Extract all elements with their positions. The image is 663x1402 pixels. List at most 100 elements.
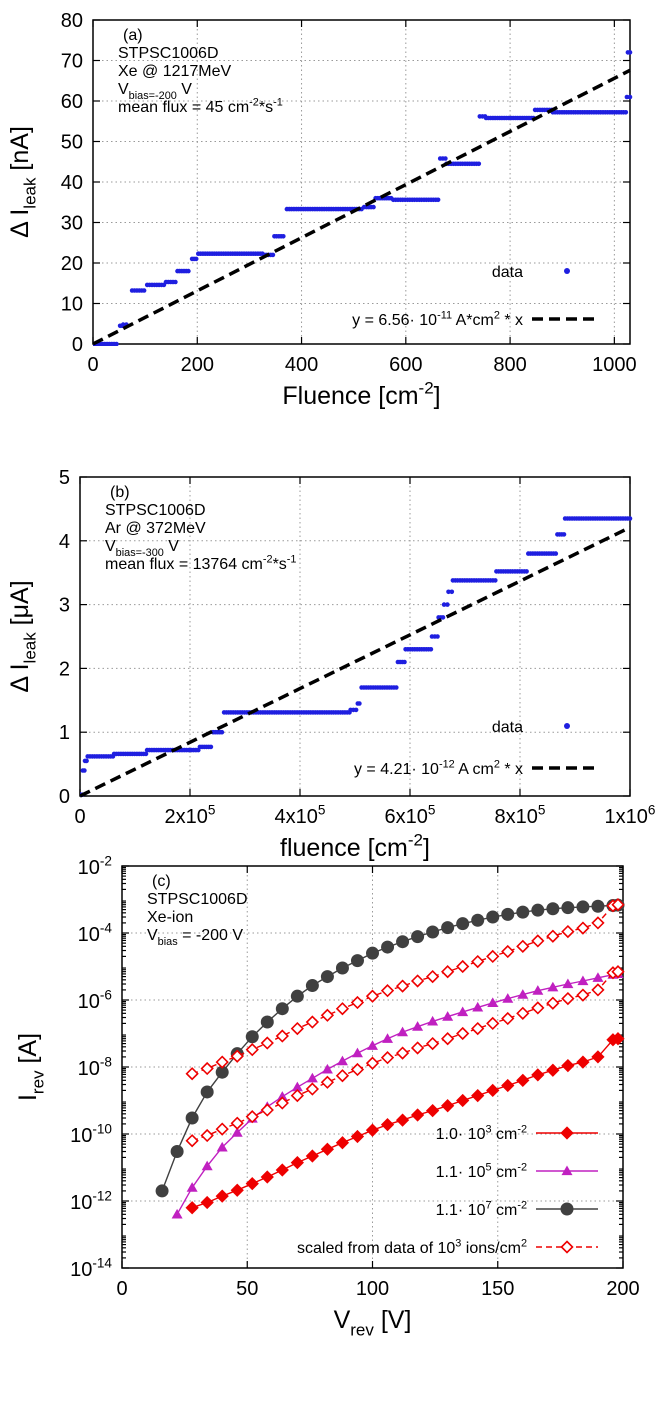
data-marker: [441, 965, 455, 979]
data-marker: [546, 929, 560, 943]
y-axis-label: Δ Ileak [μA]: [6, 580, 40, 692]
data-marker: [531, 1001, 545, 1015]
y-tick-label: 20: [61, 253, 83, 275]
chart-panel-b: 0 2x105 4x105 6x105 8x105 1x106 0 1 2 3 4 5 fluence …: [6, 467, 655, 862]
series-data-points: [93, 50, 633, 346]
y-axis-label: Irev [A]: [14, 1033, 48, 1101]
annotation-line: Xe @ 1217MeV: [118, 63, 232, 80]
data-marker: [591, 899, 605, 913]
data-marker: [576, 1055, 590, 1069]
data-marker: [186, 1182, 198, 1192]
data-marker: [516, 939, 530, 953]
data-marker: [365, 989, 380, 1003]
data-marker: [472, 1001, 484, 1012]
x-axis-label: Fluence [cm-2]: [282, 379, 440, 411]
legend: 1.0· 103 cm-2 1.1· 105 cm-2 1.1· 107 cm-2 s…: [297, 1123, 598, 1257]
data-point: [193, 256, 199, 262]
data-marker: [471, 1021, 485, 1036]
data-marker: [410, 974, 425, 988]
data-marker: [576, 988, 590, 1002]
data-point: [270, 252, 276, 258]
data-marker: [200, 1128, 214, 1143]
data-point: [120, 322, 126, 327]
data-point: [219, 729, 225, 735]
data-marker: [546, 996, 560, 1010]
data-marker: [216, 1141, 228, 1152]
data-point: [627, 94, 633, 100]
data-marker: [245, 1042, 259, 1057]
data-marker: [291, 1081, 303, 1092]
legend-label-data: data: [492, 719, 523, 736]
data-marker: [320, 1008, 335, 1022]
annotation-line: mean flux = 45 cm-2*s-1: [118, 96, 283, 116]
data-point: [141, 288, 147, 293]
annotation-line: Xe-ion: [147, 909, 193, 926]
data-marker: [471, 913, 485, 927]
data-marker: [531, 934, 545, 948]
fit-line: [80, 525, 631, 798]
data-marker: [305, 1082, 320, 1096]
data-marker: [397, 1026, 409, 1037]
y-tick-label: 10-6: [78, 988, 112, 1013]
y-tick-label: 10-12: [70, 1189, 112, 1214]
data-marker: [441, 1032, 455, 1046]
data-marker: [245, 1030, 259, 1044]
x-axis-label: fluence [cm-2]: [280, 831, 430, 863]
data-point: [561, 532, 567, 537]
data-marker: [290, 1021, 304, 1036]
x-tick-label: 200: [181, 354, 214, 376]
data-marker: [456, 1093, 470, 1108]
data-marker: [410, 1041, 425, 1055]
data-marker: [486, 949, 500, 964]
data-marker: [380, 1051, 395, 1065]
data-marker: [245, 1109, 259, 1124]
y-tick-label: 10: [61, 294, 83, 316]
data-marker: [185, 1111, 199, 1125]
data-marker: [486, 1016, 500, 1031]
data-marker: [275, 1002, 289, 1016]
legend: data y = 6.56· 10-11 A*cm2 * x: [352, 264, 600, 329]
legend-label-data: data: [492, 264, 523, 281]
data-marker: [350, 1129, 365, 1144]
data-point: [553, 551, 559, 556]
plot-frame: [79, 476, 631, 797]
data-marker: [201, 1160, 213, 1171]
annotation-line: Vbias=-300 V: [105, 538, 179, 559]
data-marker: [531, 903, 545, 917]
data-marker: [335, 961, 349, 975]
data-marker: [412, 1021, 424, 1031]
data-marker: [561, 1165, 573, 1176]
data-point: [143, 751, 149, 757]
data-marker: [591, 916, 605, 930]
data-marker: [185, 1201, 199, 1215]
data-marker: [427, 1015, 439, 1026]
y-tick-label: 10-4: [78, 921, 113, 946]
x-tick-label: 0: [87, 354, 98, 376]
data-marker: [366, 946, 379, 960]
data-marker: [380, 1118, 395, 1132]
data-marker: [517, 989, 529, 999]
data-marker: [592, 972, 604, 982]
data-marker: [531, 1068, 545, 1082]
legend: data y = 4.21· 10-12 A cm2 * x: [354, 719, 600, 778]
data-marker: [547, 981, 559, 992]
data-point: [627, 516, 633, 521]
data-marker: [395, 979, 410, 993]
data-point: [524, 569, 529, 574]
data-point: [443, 156, 448, 161]
tick-labels: 0 50 100 150 200 10-14 10-12 10-10 10-8 10-6 10-4 1…: [70, 854, 640, 1300]
data-marker: [365, 1056, 380, 1070]
data-marker: [350, 995, 365, 1010]
data-point: [281, 234, 286, 239]
data-marker: [611, 898, 625, 912]
data-marker: [395, 1046, 410, 1060]
data-marker: [395, 1113, 410, 1127]
y-tick-label: 10-14: [70, 1256, 112, 1281]
annotation-line: STPSC1006D: [147, 891, 248, 908]
y-tick-label: 40: [61, 172, 83, 194]
data-marker: [561, 1058, 575, 1073]
data-marker: [501, 1078, 515, 1093]
data-marker: [275, 1163, 289, 1177]
data-marker: [305, 1015, 320, 1029]
